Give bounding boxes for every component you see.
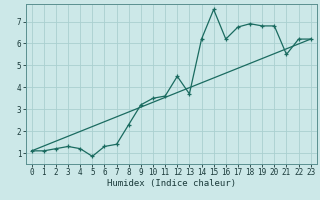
X-axis label: Humidex (Indice chaleur): Humidex (Indice chaleur) [107, 179, 236, 188]
